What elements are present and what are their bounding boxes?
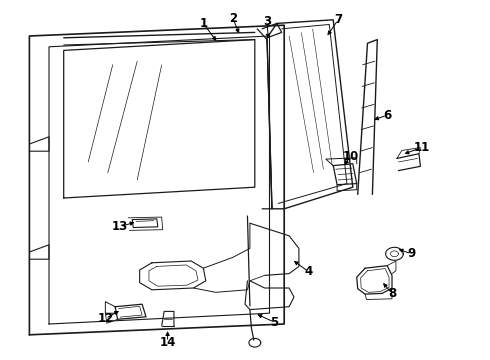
Text: 12: 12: [97, 312, 114, 325]
Text: 9: 9: [408, 247, 416, 260]
Text: 14: 14: [159, 336, 176, 348]
Text: 7: 7: [334, 13, 342, 26]
Text: 5: 5: [270, 316, 278, 329]
Text: 2: 2: [229, 12, 237, 24]
Text: 13: 13: [112, 220, 128, 233]
Text: 6: 6: [383, 109, 391, 122]
Text: 10: 10: [342, 150, 359, 163]
Text: 4: 4: [305, 265, 313, 278]
Text: 1: 1: [199, 17, 207, 30]
Text: 8: 8: [388, 287, 396, 300]
Text: 11: 11: [413, 141, 430, 154]
Text: 3: 3: [263, 15, 271, 28]
